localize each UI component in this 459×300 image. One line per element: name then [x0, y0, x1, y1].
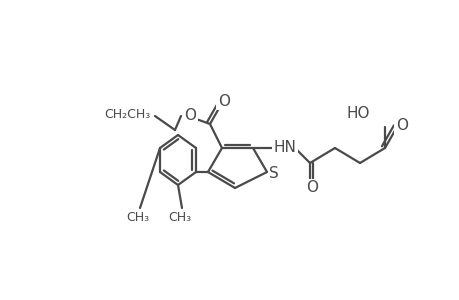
Text: O: O — [184, 109, 196, 124]
Text: CH₃: CH₃ — [168, 212, 191, 224]
Text: HO: HO — [346, 106, 369, 121]
Text: O: O — [218, 94, 230, 109]
Text: O: O — [305, 181, 317, 196]
Text: HN: HN — [273, 140, 296, 155]
Text: S: S — [269, 167, 278, 182]
Text: CH₂CH₃: CH₂CH₃ — [105, 107, 151, 121]
Text: O: O — [395, 118, 407, 134]
Text: CH₃: CH₃ — [126, 212, 149, 224]
